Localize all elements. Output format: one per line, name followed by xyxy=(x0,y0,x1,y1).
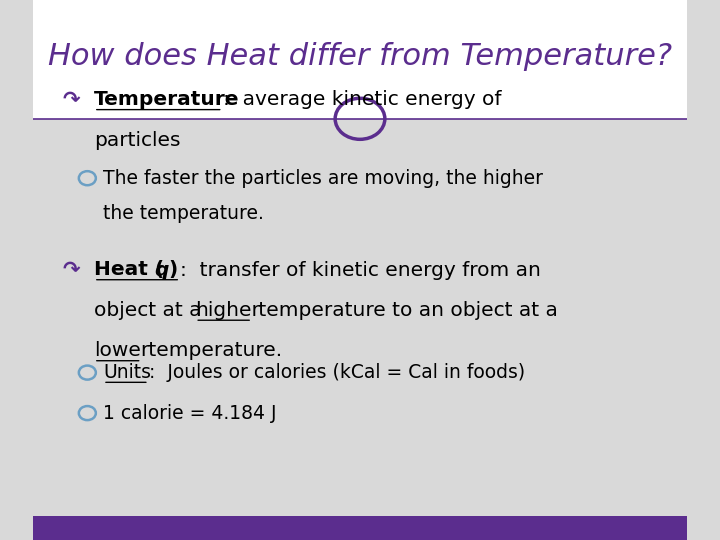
Text: The faster the particles are moving, the higher: The faster the particles are moving, the… xyxy=(103,168,543,188)
Text: temperature to an object at a: temperature to an object at a xyxy=(252,301,558,320)
Text: How does Heat differ from Temperature?: How does Heat differ from Temperature? xyxy=(48,42,672,71)
Text: 1 calorie = 4.184 J: 1 calorie = 4.184 J xyxy=(103,403,276,423)
Text: ): ) xyxy=(168,260,178,280)
FancyBboxPatch shape xyxy=(33,0,687,119)
Text: higher: higher xyxy=(195,301,260,320)
Text: :  average kinetic energy of: : average kinetic energy of xyxy=(222,90,501,110)
Text: object at a: object at a xyxy=(94,301,208,320)
Text: ↷: ↷ xyxy=(63,260,80,280)
FancyBboxPatch shape xyxy=(33,516,687,540)
Text: Heat (: Heat ( xyxy=(94,260,164,280)
Text: lower: lower xyxy=(94,341,149,361)
Text: ↷: ↷ xyxy=(63,90,80,110)
Text: q: q xyxy=(155,260,169,280)
FancyBboxPatch shape xyxy=(33,119,687,516)
Text: :  Joules or calories (kCal = Cal in foods): : Joules or calories (kCal = Cal in food… xyxy=(149,363,525,382)
Text: the temperature.: the temperature. xyxy=(103,204,264,223)
Text: particles: particles xyxy=(94,131,181,150)
Text: Temperature: Temperature xyxy=(94,90,239,110)
Text: :  transfer of kinetic energy from an: : transfer of kinetic energy from an xyxy=(180,260,541,280)
Text: temperature.: temperature. xyxy=(142,341,282,361)
Text: Units: Units xyxy=(103,363,151,382)
